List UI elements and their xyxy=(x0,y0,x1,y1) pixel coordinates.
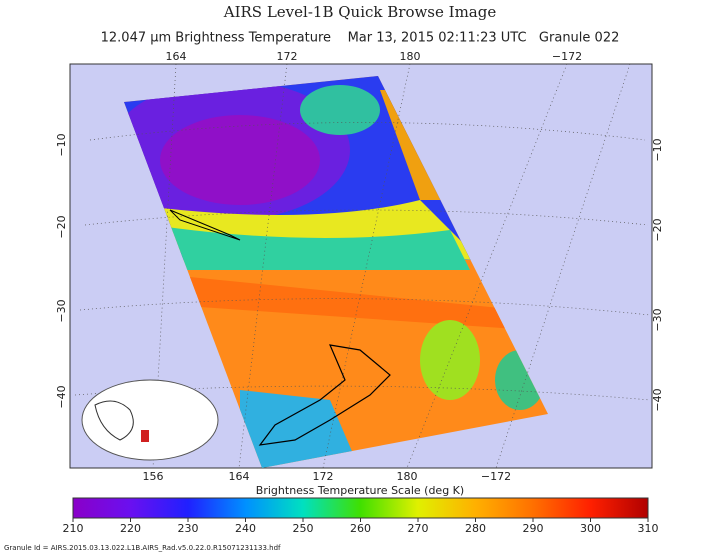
lat-label: −30 xyxy=(55,299,68,322)
colorbar-tick-label: 290 xyxy=(523,522,544,535)
lat-label: −40 xyxy=(55,385,68,408)
lon-label: 156 xyxy=(143,470,164,483)
lon-label: 180 xyxy=(400,50,421,63)
colorbar-tick-label: 280 xyxy=(465,522,486,535)
footer: Granule Id = AIRS.2015.03.13.022.L1B.AIR… xyxy=(4,544,281,552)
colorbar-tick-label: 270 xyxy=(408,522,429,535)
lat-label: −30 xyxy=(651,308,664,331)
lon-label: −172 xyxy=(552,50,582,63)
lon-label: 164 xyxy=(229,470,250,483)
title: AIRS Level-1B Quick Browse Image xyxy=(223,3,497,21)
colorbar-tick-label: 300 xyxy=(580,522,601,535)
colorbar-tick-label: 210 xyxy=(63,522,84,535)
lat-label: −20 xyxy=(55,215,68,238)
lon-label: 172 xyxy=(313,470,334,483)
subtitle: 12.047 μm Brightness Temperature Mar 13,… xyxy=(101,31,620,46)
colorbar-title: Brightness Temperature Scale (deg K) xyxy=(256,484,464,497)
lon-label: 180 xyxy=(397,470,418,483)
lat-label: −40 xyxy=(651,388,664,411)
colorbar-tick-label: 310 xyxy=(638,522,659,535)
lon-label: 172 xyxy=(277,50,298,63)
colorbar-tick-label: 260 xyxy=(350,522,371,535)
colorbar-tick-label: 220 xyxy=(120,522,141,535)
colorbar-tick-label: 250 xyxy=(293,522,314,535)
colorbar-tick-label: 240 xyxy=(235,522,256,535)
lon-label: 164 xyxy=(166,50,187,63)
colorbar-tick-label: 230 xyxy=(178,522,199,535)
lat-label: −10 xyxy=(55,133,68,156)
inset-globe xyxy=(81,379,219,461)
map xyxy=(69,63,653,469)
lat-label: −10 xyxy=(651,138,664,161)
colorbar xyxy=(72,497,649,519)
lat-label: −20 xyxy=(651,218,664,241)
lon-label: −172 xyxy=(481,470,511,483)
